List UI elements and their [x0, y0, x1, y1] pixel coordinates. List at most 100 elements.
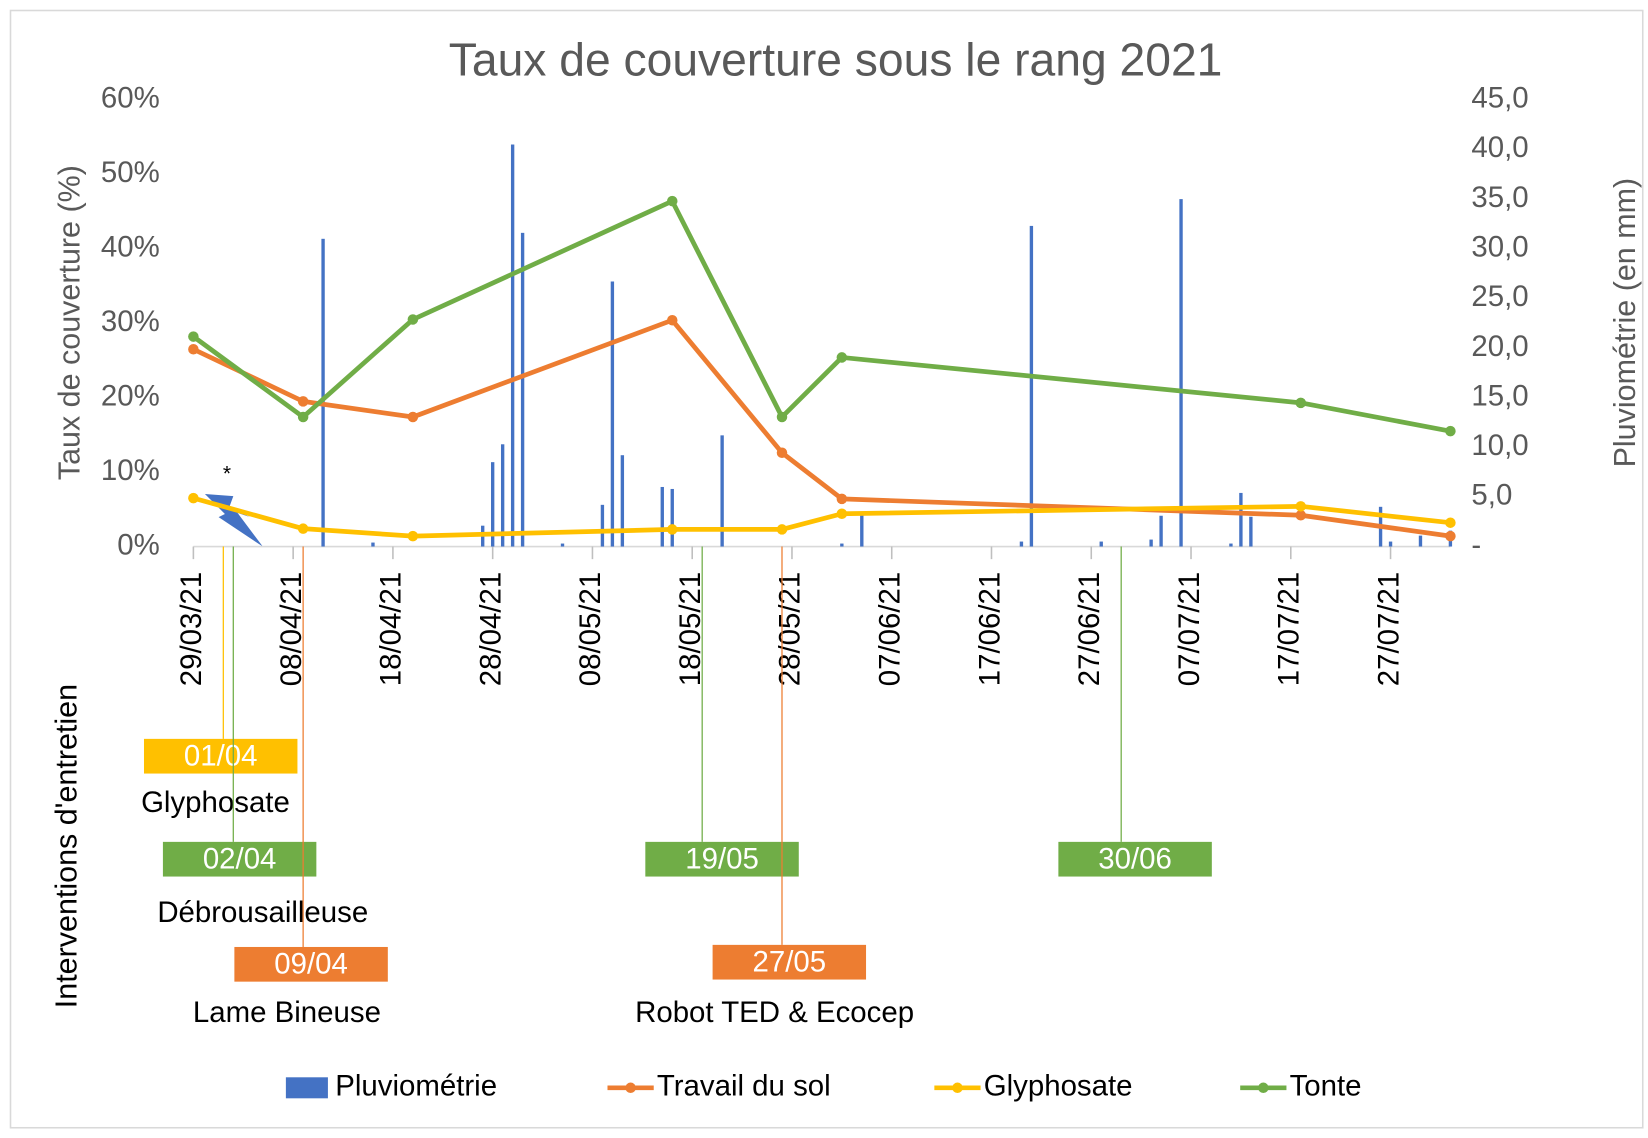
series-point: [666, 524, 678, 535]
series-point: [188, 331, 199, 342]
rain-bar: [510, 144, 515, 547]
x-tick-label: 17/07/21: [1273, 572, 1306, 686]
rain-bar: [520, 232, 525, 547]
rain-bar: [840, 543, 844, 547]
series-point: [1295, 397, 1307, 409]
y-axis-title: Taux de couverture (%): [53, 165, 87, 480]
y2-tick-label: 5,0: [1471, 479, 1512, 512]
y-tick-label: 40%: [101, 231, 160, 264]
series-point: [836, 493, 848, 505]
rain-bar: [1029, 225, 1034, 547]
series-point: [407, 314, 419, 325]
series-point: [776, 411, 788, 423]
y2-tick-label: 40,0: [1471, 131, 1528, 164]
legend-label: Pluviométrie: [335, 1070, 497, 1103]
intervention-box: [162, 841, 317, 877]
chart-border: [9, 9, 1644, 1129]
rain-bar: [660, 486, 664, 547]
series-point: [297, 411, 309, 423]
intervention-box: [712, 944, 867, 980]
legend-swatch: [285, 1077, 328, 1099]
y2-tick-label: 10,0: [1471, 429, 1528, 462]
rain-bar: [720, 435, 724, 547]
series-point: [297, 396, 309, 407]
y2-tick-label: 30,0: [1471, 231, 1528, 264]
series-point: [407, 411, 419, 423]
rain-bar: [1239, 492, 1243, 547]
intervention-date: 27/05: [753, 946, 827, 979]
x-tick-label: 29/03/21: [175, 572, 208, 686]
series-point: [407, 530, 419, 542]
legend-label: Tonte: [1290, 1070, 1362, 1103]
intervention-box: [234, 946, 388, 982]
legend-swatch-point: [625, 1082, 636, 1094]
x-tick-label: 07/06/21: [873, 572, 906, 686]
series-line: [191, 198, 1451, 434]
y2-tick-label: 35,0: [1471, 181, 1528, 214]
rain-bar: [1388, 541, 1393, 547]
intervention-date: 09/04: [274, 948, 348, 981]
intervention-label: Lame Bineuse: [193, 996, 381, 1029]
rain-bar: [1249, 516, 1253, 547]
rain-bar: [600, 504, 605, 547]
rain-bar: [321, 238, 325, 547]
rain-bar: [1159, 515, 1163, 547]
x-tick-label: 17/06/21: [973, 572, 1006, 686]
series-point: [1445, 530, 1456, 542]
x-tick-label: 28/04/21: [474, 572, 507, 686]
x-tick-label: 28/05/21: [774, 572, 807, 686]
note-mark: *: [223, 463, 231, 486]
y-tick-label: 50%: [101, 156, 160, 189]
y2-tick-label: 25,0: [1471, 280, 1528, 313]
series-point: [666, 314, 678, 326]
series-point: [1295, 501, 1307, 512]
intervention-date: 19/05: [685, 843, 759, 876]
rain-bar: [1019, 541, 1024, 547]
rain-bar: [1179, 199, 1183, 547]
chart-title: Taux de couverture sous le rang 2021: [449, 33, 1223, 85]
legend-label: Glyphosate: [984, 1070, 1133, 1103]
rain-bar: [500, 444, 505, 547]
x-tick-label: 08/05/21: [574, 572, 607, 686]
rain-bar: [560, 543, 565, 547]
annotation-axis-title: Interventions d'entretien: [49, 684, 83, 1008]
series-point: [188, 492, 199, 504]
x-tick-label: 27/06/21: [1073, 572, 1106, 686]
y2-axis-title: Pluviométrie (en mm): [1608, 178, 1642, 468]
intervention-label: Glyphosate: [141, 786, 290, 819]
series-point: [1295, 510, 1307, 521]
intervention-box: [645, 841, 799, 877]
y2-tick-label: -: [1471, 528, 1481, 561]
intervention-date: 01/04: [184, 740, 258, 773]
series-line: [192, 317, 1451, 539]
intervention-date: 02/04: [203, 843, 277, 876]
legend-swatch-point: [952, 1082, 963, 1094]
intervention-label: Robot TED & Ecocep: [635, 996, 914, 1029]
y-tick-label: 60%: [101, 82, 160, 115]
legend-swatch-point: [1258, 1082, 1269, 1094]
x-tick-label: 08/04/21: [275, 572, 308, 686]
rain-bar: [1418, 535, 1423, 547]
x-tick-label: 18/05/21: [674, 572, 707, 686]
series-point: [666, 195, 678, 207]
x-tick-label: 07/07/21: [1173, 572, 1206, 686]
y-tick-label: 0%: [117, 528, 160, 561]
legend-label: Travail du sol: [657, 1070, 831, 1103]
series-point: [836, 508, 848, 520]
rain-bar: [1149, 539, 1153, 547]
rain-bar: [860, 514, 864, 547]
intervention-box: [1058, 841, 1212, 877]
rain-bar: [620, 455, 625, 547]
rain-bar: [371, 542, 375, 547]
rain-bar: [1229, 543, 1233, 547]
series-point: [776, 447, 788, 458]
x-tick-label: 18/04/21: [375, 572, 408, 686]
rain-bar: [1099, 541, 1103, 547]
intervention-box: [143, 738, 298, 774]
y-tick-label: 10%: [101, 454, 160, 487]
rain-bar: [490, 462, 495, 547]
intervention-date: 30/06: [1098, 843, 1172, 876]
series-point: [1445, 517, 1456, 528]
y-tick-label: 30%: [101, 305, 160, 338]
